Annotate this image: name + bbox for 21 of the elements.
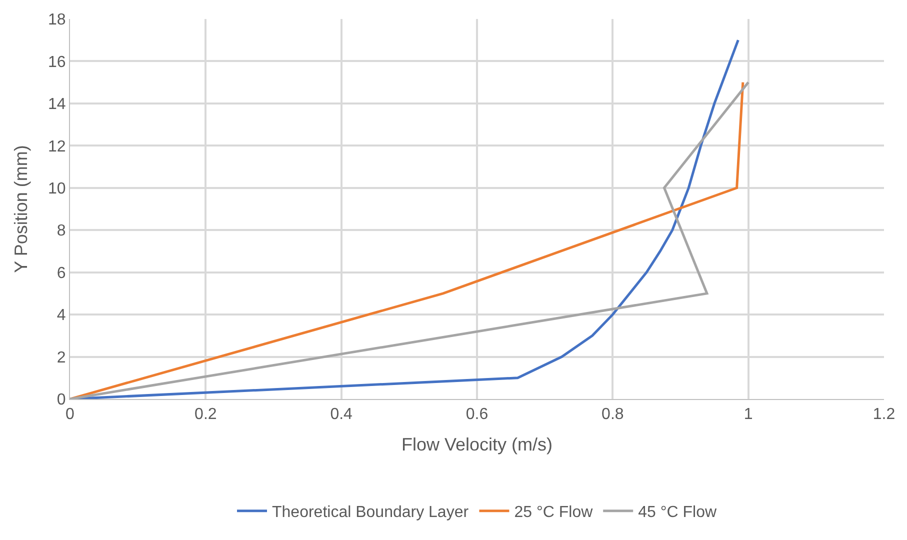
legend-label: 45 °C Flow: [638, 504, 717, 522]
y-tick-label: 8: [56, 222, 66, 240]
y-tick-label: 12: [48, 138, 66, 156]
x-tick-label: 0.6: [466, 406, 488, 424]
x-tick-label: 1.2: [872, 406, 896, 424]
x-tick-label: 0.2: [194, 406, 217, 424]
y-tick-label: 14: [48, 96, 66, 114]
y-tick-label: 16: [48, 54, 66, 71]
y-axis-title: Y Position (mm): [11, 145, 32, 273]
x-axis-title: Flow Velocity (m/s): [401, 434, 553, 454]
y-tick-label: 10: [48, 180, 66, 198]
y-tick-label: 4: [56, 307, 66, 324]
legend-label: Theoretical Boundary Layer: [272, 504, 470, 522]
y-tick-label: 2: [56, 349, 66, 366]
x-tick-label: 1: [744, 406, 753, 424]
y-tick-label: 6: [56, 264, 66, 282]
legend-label: 25 °C Flow: [514, 504, 594, 522]
x-tick-label: 0.8: [602, 406, 624, 424]
y-tick-label: 0: [56, 392, 66, 409]
y-tick-label: 18: [48, 12, 66, 29]
x-tick-label: 0.4: [330, 406, 353, 424]
